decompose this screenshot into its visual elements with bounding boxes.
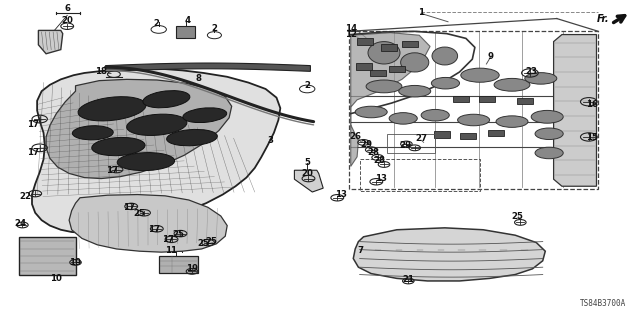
Text: 19: 19 — [70, 258, 81, 267]
Ellipse shape — [431, 77, 460, 89]
Text: 10: 10 — [51, 274, 62, 283]
Text: Fr.: Fr. — [596, 13, 609, 24]
Bar — [389, 66, 405, 72]
Text: 20: 20 — [61, 16, 73, 25]
Text: 8: 8 — [195, 74, 202, 83]
Bar — [517, 98, 533, 104]
Ellipse shape — [366, 80, 402, 93]
Ellipse shape — [143, 91, 190, 108]
Ellipse shape — [496, 116, 528, 127]
Ellipse shape — [166, 129, 218, 146]
Ellipse shape — [78, 97, 146, 121]
Polygon shape — [19, 237, 76, 275]
Text: 29: 29 — [361, 140, 372, 149]
Ellipse shape — [535, 128, 563, 140]
Bar — [370, 70, 386, 76]
Polygon shape — [38, 30, 63, 54]
Bar — [357, 38, 373, 45]
Text: 2: 2 — [154, 19, 160, 28]
Bar — [434, 131, 450, 138]
Text: 17: 17 — [124, 203, 135, 212]
Text: 2: 2 — [211, 24, 218, 33]
Bar — [460, 133, 476, 139]
Text: 25: 25 — [205, 237, 217, 246]
Text: 12: 12 — [345, 30, 356, 39]
Text: 6: 6 — [64, 4, 70, 13]
Text: TS84B3700A: TS84B3700A — [580, 299, 626, 308]
Text: 19: 19 — [186, 264, 198, 273]
Ellipse shape — [72, 126, 113, 140]
Polygon shape — [159, 256, 198, 273]
Text: 11: 11 — [166, 246, 177, 255]
Text: 25: 25 — [134, 209, 145, 218]
Text: 25: 25 — [198, 239, 209, 248]
Text: 13: 13 — [335, 190, 347, 199]
Bar — [381, 44, 397, 51]
Text: 17: 17 — [28, 120, 39, 129]
Text: 29: 29 — [399, 141, 411, 150]
Text: 5: 5 — [304, 158, 310, 167]
Bar — [479, 96, 495, 102]
Text: 25: 25 — [511, 212, 523, 221]
Polygon shape — [294, 170, 323, 192]
Polygon shape — [106, 63, 310, 71]
Bar — [356, 63, 372, 70]
Ellipse shape — [531, 110, 563, 123]
Text: 13: 13 — [375, 174, 387, 183]
Text: 25: 25 — [172, 230, 184, 239]
Ellipse shape — [368, 42, 400, 64]
Ellipse shape — [355, 106, 387, 118]
Text: 24: 24 — [15, 220, 26, 228]
Text: 16: 16 — [586, 100, 598, 109]
Polygon shape — [554, 35, 596, 186]
Text: 2: 2 — [304, 81, 310, 90]
Ellipse shape — [458, 114, 490, 126]
Text: 28: 28 — [367, 148, 379, 157]
Text: 21: 21 — [403, 275, 414, 284]
Text: 7: 7 — [357, 246, 364, 255]
Polygon shape — [353, 228, 545, 281]
Text: 23: 23 — [525, 67, 537, 76]
Text: 3: 3 — [267, 136, 273, 145]
Text: 15: 15 — [586, 133, 598, 142]
Text: 27: 27 — [415, 134, 427, 143]
Text: 28: 28 — [374, 156, 385, 164]
Ellipse shape — [401, 53, 429, 72]
Ellipse shape — [461, 68, 499, 82]
Text: 18: 18 — [95, 67, 107, 76]
Ellipse shape — [525, 73, 557, 84]
Ellipse shape — [117, 153, 175, 171]
Ellipse shape — [535, 147, 563, 159]
Polygon shape — [32, 69, 280, 233]
Text: 20: 20 — [301, 169, 313, 178]
Text: 4: 4 — [184, 16, 191, 25]
Ellipse shape — [432, 47, 458, 65]
Ellipse shape — [127, 114, 187, 135]
Text: 14: 14 — [345, 24, 356, 33]
Bar — [488, 130, 504, 136]
Text: 17: 17 — [28, 148, 39, 157]
Polygon shape — [351, 33, 430, 166]
Text: 9: 9 — [487, 52, 493, 60]
Ellipse shape — [92, 137, 145, 156]
Text: 17: 17 — [162, 236, 173, 244]
Ellipse shape — [399, 85, 431, 97]
Text: 1: 1 — [418, 8, 424, 17]
Bar — [453, 96, 469, 102]
Text: 26: 26 — [349, 132, 361, 140]
Text: 22: 22 — [20, 192, 31, 201]
FancyBboxPatch shape — [176, 26, 195, 38]
Ellipse shape — [494, 78, 530, 91]
Bar — [402, 41, 418, 47]
Text: 17: 17 — [148, 225, 159, 234]
Polygon shape — [46, 79, 232, 179]
Polygon shape — [69, 195, 227, 252]
Ellipse shape — [421, 109, 449, 121]
Ellipse shape — [389, 113, 417, 124]
Ellipse shape — [183, 108, 227, 123]
Text: 17: 17 — [106, 166, 118, 175]
